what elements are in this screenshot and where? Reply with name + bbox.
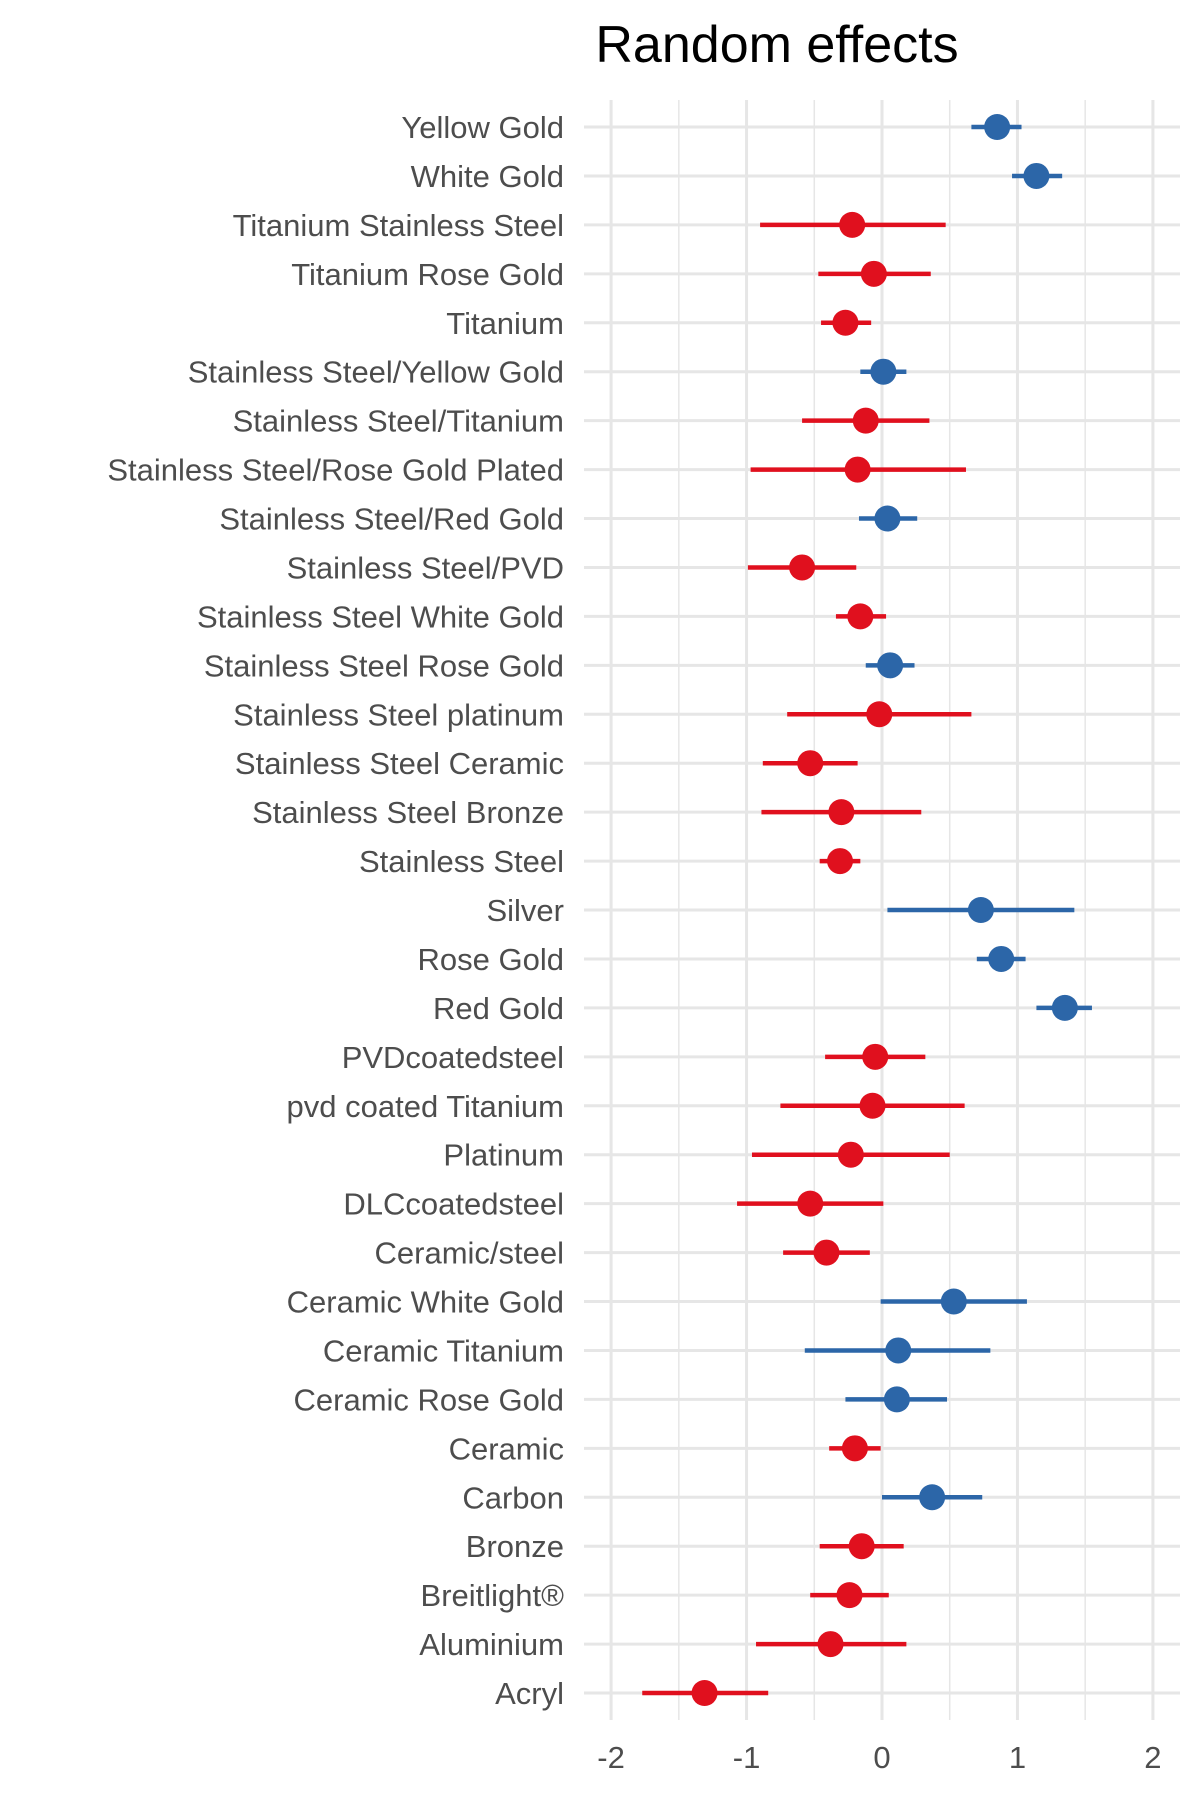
y-tick-label: Ceramic Titanium xyxy=(323,1333,564,1368)
y-tick-label: Breitlight® xyxy=(421,1578,565,1613)
y-tick-label: Carbon xyxy=(462,1480,564,1515)
y-tick-label: Titanium Stainless Steel xyxy=(233,208,564,243)
effect-point xyxy=(837,1141,864,1168)
x-tick-label: 0 xyxy=(873,1740,890,1775)
y-tick-label: Bronze xyxy=(466,1529,564,1564)
effect-point xyxy=(919,1484,946,1511)
effect-point xyxy=(813,1239,840,1266)
y-tick-label: Acryl xyxy=(495,1676,564,1711)
x-axis-labels: -2 -1 0 1 2 xyxy=(597,1740,1161,1775)
y-tick-label: Ceramic Rose Gold xyxy=(294,1382,564,1417)
y-tick-label: Red Gold xyxy=(433,991,564,1026)
effect-point xyxy=(797,1190,824,1217)
effect-point xyxy=(836,1582,863,1609)
y-tick-label: DLCcoatedsteel xyxy=(343,1187,564,1222)
y-tick-label: PVDcoatedsteel xyxy=(342,1040,564,1075)
y-tick-label: Stainless Steel/Yellow Gold xyxy=(188,355,564,390)
effect-point xyxy=(1023,162,1050,189)
y-tick-label: Stainless Steel/Titanium xyxy=(233,404,564,439)
effect-point xyxy=(862,1043,889,1070)
effect-point xyxy=(1051,994,1078,1021)
chart-title: Random effects xyxy=(595,16,958,74)
y-tick-label: Titanium Rose Gold xyxy=(291,257,564,292)
y-tick-label: Yellow Gold xyxy=(401,110,564,145)
effect-point xyxy=(789,554,816,581)
x-tick-label: -2 xyxy=(597,1740,625,1775)
effect-point xyxy=(988,945,1015,972)
effect-point xyxy=(860,260,887,287)
effect-point xyxy=(848,1533,875,1560)
y-tick-label: Stainless Steel/PVD xyxy=(287,550,564,585)
y-tick-label: White Gold xyxy=(411,159,564,194)
y-tick-label: Platinum xyxy=(443,1138,564,1173)
effect-point xyxy=(844,456,871,483)
y-tick-label: Stainless Steel xyxy=(359,844,564,879)
y-tick-label: Ceramic White Gold xyxy=(287,1285,564,1320)
effect-point xyxy=(841,1435,868,1462)
effect-point xyxy=(691,1680,718,1706)
x-tick-label: -1 xyxy=(733,1740,761,1775)
y-tick-label: Stainless Steel/Rose Gold Plated xyxy=(107,453,564,488)
y-tick-label: Stainless Steel Ceramic xyxy=(235,746,564,781)
effect-point xyxy=(859,1092,886,1119)
y-tick-label: Stainless Steel/Red Gold xyxy=(219,502,564,537)
y-tick-label: Stainless Steel White Gold xyxy=(197,599,564,634)
effect-point xyxy=(870,358,897,385)
effect-point xyxy=(984,114,1011,140)
y-tick-label: Ceramic xyxy=(449,1431,564,1466)
effect-point xyxy=(847,603,874,630)
effect-point xyxy=(883,1386,910,1413)
effect-point xyxy=(828,799,855,826)
effect-point xyxy=(797,750,824,777)
effect-point xyxy=(877,652,904,679)
effect-point xyxy=(866,701,893,728)
y-tick-label: Ceramic/steel xyxy=(375,1236,565,1271)
y-tick-label: Titanium xyxy=(446,306,564,341)
y-tick-label: Silver xyxy=(486,893,564,928)
effect-point xyxy=(839,211,866,238)
effect-markers xyxy=(642,114,1092,1706)
effect-point xyxy=(885,1337,912,1364)
effect-point xyxy=(827,848,854,875)
y-tick-label: Aluminium xyxy=(419,1627,564,1662)
effect-point xyxy=(874,505,901,532)
effect-point xyxy=(940,1288,967,1315)
y-tick-label: Rose Gold xyxy=(418,942,564,977)
effect-point xyxy=(817,1631,844,1658)
y-tick-label: Stainless Steel platinum xyxy=(233,697,564,732)
y-tick-label: Stainless Steel Bronze xyxy=(252,795,564,830)
x-tick-label: 1 xyxy=(1009,1740,1026,1775)
y-tick-label: pvd coated Titanium xyxy=(287,1089,564,1124)
effect-point xyxy=(967,897,994,923)
x-tick-label: 2 xyxy=(1144,1740,1161,1775)
effect-point xyxy=(832,309,859,336)
y-axis-labels: Yellow Gold White Gold Titanium Stainless … xyxy=(107,110,564,1711)
y-tick-label: Stainless Steel Rose Gold xyxy=(204,648,564,683)
effect-point xyxy=(852,407,879,434)
